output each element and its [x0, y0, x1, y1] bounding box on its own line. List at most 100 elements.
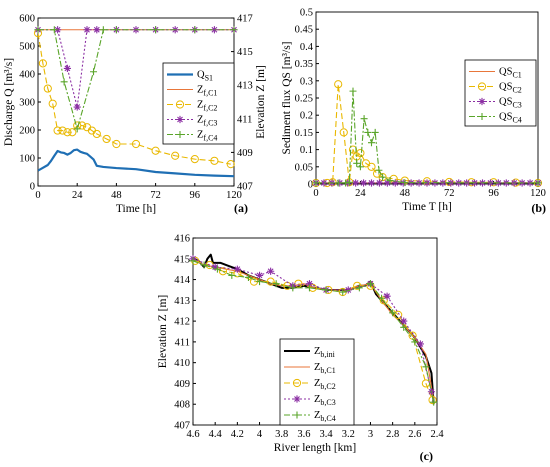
data-point-qc4 [312, 179, 320, 187]
data-point-zbc2 [379, 296, 388, 305]
legend-label-qs1: QS1 [197, 70, 213, 83]
data-point-zbc3 [416, 340, 424, 348]
series-line-qs1 [38, 148, 234, 178]
x-tick-label-c: 3.2 [342, 429, 355, 440]
data-point-zbc4 [213, 265, 221, 273]
data-point-qc2 [334, 80, 343, 89]
data-point-qc4 [379, 173, 387, 181]
data-point-qc3 [359, 179, 368, 187]
legend-label-zc1: Zf,C1 [197, 85, 217, 98]
data-point-zc4 [112, 26, 120, 34]
y-tick-label-c: 416 [174, 234, 190, 245]
legend-label-qc2: QSC2 [499, 82, 522, 95]
data-point-qc4 [401, 179, 409, 187]
legend-label-zini: Zb,ini [314, 346, 336, 359]
series-line-qc2 [316, 83, 539, 184]
y-axis-label-right-a: Elevation Z [m] [255, 65, 267, 138]
data-point-qc4 [345, 178, 353, 186]
y-tick-label-b: 0.05 [295, 162, 313, 173]
data-point-zbc4 [411, 338, 419, 346]
x-tick-label-c: 4.4 [209, 429, 223, 440]
x-axis-label-b: Time T [h] [402, 201, 452, 213]
data-point-zc2 [48, 99, 57, 108]
data-point-zc4 [73, 125, 81, 133]
data-point-zc2 [82, 123, 92, 132]
data-point-zc2 [112, 139, 121, 149]
x-axis-label-a: Time [h] [116, 203, 156, 215]
series-line-zbc3 [193, 258, 432, 392]
x-tick-label-a: 48 [111, 190, 122, 201]
data-point-zbc4 [200, 261, 208, 269]
panel-label-b: (b) [531, 201, 546, 215]
legend-box-c [279, 338, 355, 426]
y-tick-label-left-a: 200 [19, 126, 35, 137]
data-point-zc4 [230, 26, 238, 34]
data-point-zc2 [68, 128, 77, 137]
y-tick-label-b: 0.5 [300, 8, 313, 19]
data-point-qc4 [349, 87, 357, 95]
chart-panel-c: 4.6 4.4 4.2 4 3.8 3.6 3.4 3.2 3 2.8 2.6 2.4 407 408 40… [157, 234, 444, 464]
x-tick-label-b: 0 [313, 188, 318, 199]
data-point-qc3 [320, 179, 328, 187]
data-point-qc2 [348, 145, 358, 154]
x-tick-label-a: 24 [72, 190, 83, 201]
data-point-zbc4 [400, 323, 408, 331]
data-point-zbc4 [228, 271, 236, 279]
y-axis-label-left-a: Discharge Q [m³/s] [3, 58, 15, 146]
y-axis-label-c: Elevation Z [m] [157, 295, 169, 368]
series-line-zc4 [38, 29, 234, 130]
y-tick-label-b: 0.2 [300, 111, 313, 122]
y-tick-label-b: 0 [308, 180, 313, 191]
data-point-zc3 [73, 103, 81, 111]
x-tick-label-a: 96 [190, 190, 201, 201]
data-point-legend-zbc3 [293, 395, 301, 403]
data-point-zc2 [226, 160, 235, 169]
data-point-legend-qc2 [477, 82, 487, 91]
data-point-qc3 [375, 179, 384, 187]
data-point-qc4 [368, 139, 375, 147]
data-point-legend-qc3 [478, 97, 486, 106]
data-point-legend-zbc2 [292, 378, 302, 388]
data-point-zbc4 [289, 284, 297, 292]
y-tick-label-right-a: 413 [237, 81, 253, 92]
data-point-qc4 [386, 177, 394, 185]
data-point-zbc4 [322, 286, 330, 294]
y-tick-label-left-a: 400 [19, 70, 35, 81]
data-point-zbc4 [272, 280, 280, 288]
x-tick-label-b: 72 [444, 188, 455, 199]
data-point-zc3 [210, 26, 218, 34]
data-point-qc4 [353, 159, 361, 167]
data-point-zc4 [90, 68, 98, 76]
y-tick-label-b: 0.35 [295, 59, 313, 70]
panel-label-a: (a) [234, 201, 248, 215]
data-point-zbc4 [355, 284, 363, 292]
x-axis-label-c: River length [km] [274, 442, 356, 454]
y-tick-label-c: 407 [174, 421, 190, 432]
data-point-zc4 [99, 26, 107, 34]
data-point-legend-zc4 [176, 131, 184, 138]
data-point-zc2 [92, 129, 101, 139]
x-tick-label-c: 2.6 [408, 429, 421, 440]
data-point-zc2 [210, 156, 219, 165]
data-point-qc4 [334, 179, 342, 187]
data-point-qc2 [378, 173, 387, 182]
data-point-zbc4 [366, 280, 374, 288]
data-point-zbc4 [305, 284, 313, 292]
legend-label-qc4: QSC4 [499, 112, 522, 125]
x-tick-label-c: 3 [368, 429, 373, 440]
data-point-zbc3 [383, 292, 391, 300]
y-tick-label-right-a: 415 [237, 47, 253, 58]
data-point-zbc3 [344, 286, 352, 294]
data-point-zbc3 [255, 271, 264, 279]
y-tick-label-b: 0.45 [295, 25, 313, 36]
data-point-zbc3 [267, 267, 275, 275]
x-tick-label-c: 3.4 [320, 429, 334, 440]
data-point-zc2 [131, 139, 141, 149]
data-point-legend-zbc4 [293, 411, 301, 419]
legend-label-zbc2: Zb,C2 [314, 378, 336, 391]
y-tick-label-left-a: 600 [19, 14, 35, 25]
data-point-qc4 [364, 128, 372, 136]
data-point-zc2 [53, 126, 62, 135]
data-point-zc2 [190, 155, 199, 164]
